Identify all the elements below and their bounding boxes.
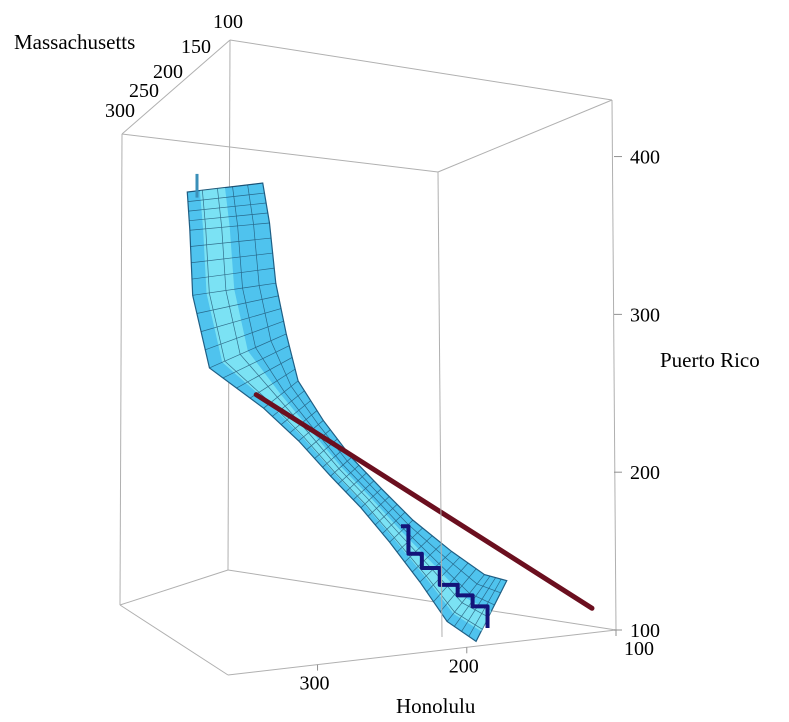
z-tick-label: 100 bbox=[630, 620, 660, 642]
x-tick-label: 200 bbox=[449, 655, 479, 677]
mesh-line bbox=[209, 333, 287, 369]
mesh-line bbox=[232, 186, 495, 606]
mesh-line bbox=[200, 308, 282, 332]
mesh-line bbox=[426, 556, 461, 593]
z-tick-label: 400 bbox=[630, 147, 660, 169]
mesh-line bbox=[345, 472, 367, 493]
mesh-line bbox=[412, 543, 443, 573]
box-edge bbox=[611, 99, 617, 631]
mesh-line bbox=[190, 237, 272, 247]
mesh-line bbox=[217, 188, 489, 618]
data-paths bbox=[253, 392, 595, 629]
mesh-line bbox=[367, 496, 390, 517]
box-edge bbox=[119, 133, 123, 606]
y-tick-label: 300 bbox=[105, 100, 135, 122]
y-tick-label: 150 bbox=[181, 36, 211, 58]
mesh-line bbox=[330, 457, 352, 477]
y-axis-label: Massachusetts bbox=[14, 30, 135, 54]
z-axis-label: Puerto Rico bbox=[660, 348, 760, 372]
box-edge bbox=[119, 569, 229, 606]
surface-body bbox=[186, 182, 508, 643]
mesh-line bbox=[222, 345, 290, 379]
bounding-box-front bbox=[119, 99, 617, 676]
path-series bbox=[400, 524, 490, 629]
y-tick-label: 250 bbox=[129, 80, 159, 102]
y-tick-label: 100 bbox=[213, 11, 243, 33]
mesh-line bbox=[375, 504, 398, 526]
mesh-line bbox=[189, 222, 270, 231]
x-axis-label: Honolulu bbox=[396, 694, 476, 718]
mesh-line bbox=[187, 192, 265, 202]
mesh-line bbox=[205, 320, 284, 351]
mesh-line bbox=[192, 282, 276, 296]
mesh-line bbox=[187, 182, 263, 193]
y-tick-label: 200 bbox=[153, 61, 183, 83]
box-edge bbox=[227, 629, 617, 676]
box-edge bbox=[121, 39, 231, 135]
box-edge bbox=[227, 569, 617, 631]
mesh-line bbox=[360, 488, 382, 508]
mesh-line bbox=[188, 202, 267, 212]
mesh-line bbox=[189, 212, 268, 222]
box-edge bbox=[229, 39, 613, 101]
mesh-line bbox=[404, 535, 433, 563]
mesh-line bbox=[202, 190, 483, 630]
mesh-line bbox=[191, 267, 275, 280]
mesh-line bbox=[191, 252, 273, 264]
mesh-line bbox=[280, 400, 311, 425]
mesh-line bbox=[272, 390, 305, 417]
box-edge bbox=[119, 604, 229, 676]
mesh-line bbox=[306, 429, 331, 450]
box-edge bbox=[437, 171, 443, 638]
x-tick-label: 100 bbox=[624, 638, 654, 660]
surface-mesh bbox=[186, 173, 508, 643]
surface-grid bbox=[187, 182, 502, 637]
mesh-line bbox=[353, 480, 375, 501]
mesh-line bbox=[382, 511, 406, 534]
box-edge bbox=[437, 99, 613, 173]
box-edge bbox=[121, 133, 439, 173]
z-tick-label: 200 bbox=[630, 462, 660, 484]
mesh-line bbox=[236, 357, 293, 389]
mesh-line bbox=[337, 464, 360, 485]
x-tick-label: 300 bbox=[300, 673, 330, 695]
z-tick-label: 300 bbox=[630, 304, 660, 326]
surface-highlight bbox=[199, 187, 492, 632]
mesh-line bbox=[289, 410, 318, 434]
mesh-line bbox=[196, 295, 279, 314]
mesh-line bbox=[433, 562, 469, 602]
mesh-line bbox=[389, 519, 414, 543]
mesh-line bbox=[446, 574, 485, 622]
line-series bbox=[253, 392, 595, 611]
bounding-box-back bbox=[119, 39, 617, 631]
